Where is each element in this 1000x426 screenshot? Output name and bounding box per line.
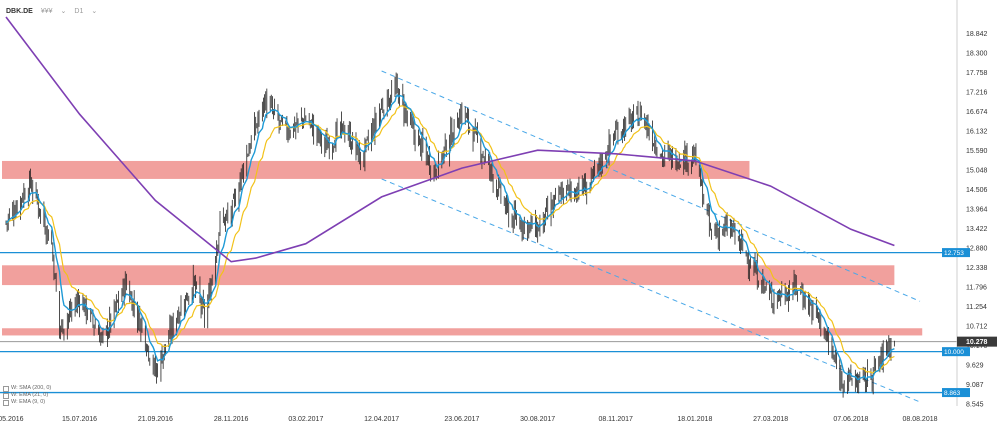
y-tick-label: 9.087 — [966, 382, 984, 389]
y-tick-label: 14.506 — [966, 187, 988, 194]
sma-200-line — [5, 16, 895, 263]
level-tag — [942, 347, 970, 357]
trend-channel-line — [381, 70, 921, 302]
x-tick-label: 23.06.2017 — [444, 416, 479, 423]
x-tick-label: 12.04.2017 — [364, 416, 399, 423]
x-tick-label: 08.08.2018 — [902, 416, 937, 423]
y-tick-label: 17.216 — [966, 90, 988, 97]
y-tick-label: 15.048 — [966, 168, 988, 175]
y-tick-label: 13.422 — [966, 226, 988, 233]
level-tag-text: 8.863 — [944, 390, 961, 397]
y-tick-label: 11.796 — [966, 285, 987, 292]
legend-label: W: EMA (9, 0) — [11, 399, 46, 405]
symbol-label[interactable]: DBK.DE — [6, 7, 33, 15]
chart-toolbar: DBK.DE ¥¥¥ ⌄ D1 ⌄ — [6, 4, 97, 18]
level-tag — [942, 248, 970, 258]
checkbox-icon[interactable] — [3, 392, 9, 399]
x-tick-label: 18.01.2018 — [677, 416, 712, 423]
ema-9-line — [5, 93, 895, 381]
legend-item[interactable]: W: EMA (9, 0) — [3, 399, 51, 406]
x-tick-label: 21.09.2016 — [138, 416, 173, 423]
last-price-text: 10.278 — [966, 339, 988, 346]
legend-label: W: EMA (21, 0) — [11, 392, 49, 398]
y-tick-label: 17.758 — [966, 70, 988, 77]
resistance-zone — [2, 328, 923, 336]
x-tick-label: 15.07.2016 — [62, 416, 97, 423]
y-tick-label: 8.545 — [966, 402, 984, 409]
y-tick-label: 18.842 — [966, 31, 988, 38]
y-tick-label: 12.880 — [966, 246, 988, 253]
indicator-legend: W: SMA (200, 0) W: EMA (21, 0) W: EMA (9… — [3, 385, 51, 406]
x-tick-label: 03.02.2017 — [288, 416, 323, 423]
chevron-down-icon[interactable]: ⌄ — [91, 8, 98, 15]
last-price-tag — [957, 336, 997, 347]
y-tick-label: 18.300 — [966, 51, 988, 58]
y-tick-label: 15.590 — [966, 148, 988, 155]
chart-type-selector[interactable]: ¥¥¥ — [40, 7, 53, 15]
chevron-down-icon[interactable]: ⌄ — [60, 8, 67, 15]
x-tick-label: 07.06.2018 — [833, 416, 868, 423]
legend-item[interactable]: W: EMA (21, 0) — [3, 392, 51, 399]
resistance-zone — [2, 265, 895, 286]
x-tick-label: 10.05.2016 — [0, 416, 24, 423]
y-tick-label: 11.254 — [966, 304, 987, 311]
level-tag-text: 12.753 — [944, 250, 964, 257]
level-tag — [942, 388, 970, 398]
y-tick-label: 16.674 — [966, 109, 988, 116]
y-tick-label: 16.132 — [966, 129, 988, 136]
y-tick-label: 13.964 — [966, 207, 988, 214]
level-tag-text: 10.000 — [944, 349, 964, 356]
checkbox-icon[interactable] — [3, 399, 9, 406]
resistance-zone — [2, 160, 750, 179]
y-tick-label: 10.712 — [966, 324, 988, 331]
y-tick-label: 12.338 — [966, 265, 988, 272]
x-tick-label: 30.08.2017 — [520, 416, 555, 423]
trend-channel-line — [381, 178, 921, 403]
y-tick-label: 9.629 — [966, 362, 984, 369]
checkbox-icon[interactable] — [3, 385, 9, 392]
timeframe-selector[interactable]: D1 — [74, 7, 84, 15]
x-tick-label: 28.11.2016 — [214, 416, 249, 423]
legend-item[interactable]: W: SMA (200, 0) — [3, 385, 51, 392]
x-tick-label: 08.11.2017 — [598, 416, 633, 423]
x-tick-label: 27.03.2018 — [753, 416, 788, 423]
legend-label: W: SMA (200, 0) — [11, 385, 52, 391]
